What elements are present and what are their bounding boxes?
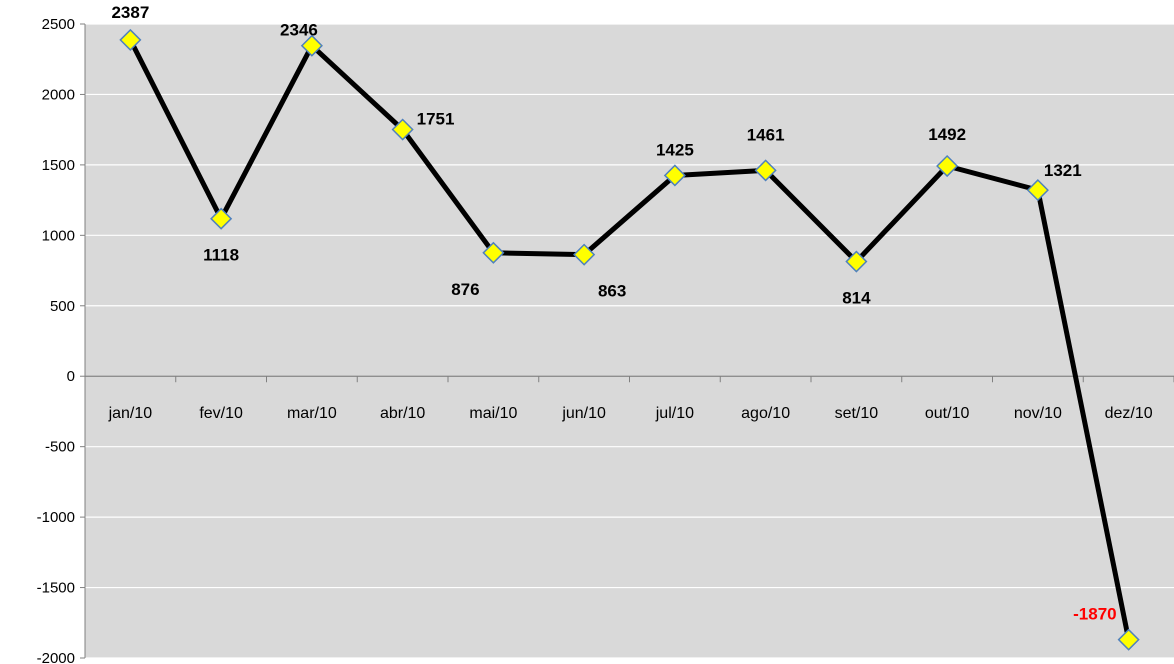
y-tick-label: -1000 [37,509,75,526]
x-tick-label: jan/10 [108,405,153,422]
data-label: 1425 [656,140,694,159]
y-tick-label: 0 [67,368,75,385]
y-tick-label: 2000 [42,86,75,103]
data-point-marker [482,241,505,264]
x-tick-label: jun/10 [561,405,606,422]
data-labels-group: 2387 1118 2346 1751 876 863 1425 1461 814 1492 132… [111,3,1116,624]
y-axis: 2500 2000 1500 1000 500 0 -500 -1000 -1500 -2000 [37,16,86,664]
y-tick-label: -2000 [37,650,75,664]
y-tick-label: 500 [50,298,75,315]
y-tick-label: -1500 [37,580,75,597]
x-tick-label: nov/10 [1014,405,1062,422]
y-tick-label: 1000 [42,227,75,244]
data-label: 2346 [280,21,318,40]
x-tick-label: mar/10 [287,405,337,422]
x-tick-label: mai/10 [469,405,517,422]
x-tick-label: jul/10 [655,405,694,422]
data-point-marker [119,28,142,51]
series-line [127,37,1132,643]
data-point-marker [300,34,323,57]
data-label: 1492 [928,125,966,144]
data-point-marker [391,118,414,141]
y-tick-label: -500 [45,439,75,456]
data-label: 2387 [111,3,149,22]
data-point-marker [573,243,596,266]
data-label: 1461 [747,125,785,144]
data-label: 1321 [1044,161,1082,180]
data-label: 814 [842,289,871,308]
data-label: 876 [451,280,479,299]
x-tick-label: dez/10 [1105,405,1153,422]
y-tick-label: 1500 [42,157,75,174]
data-point-marker [210,207,233,230]
x-axis: jan/10 fev/10 mar/10 abr/10 mai/10 jun/10 jul/… [84,375,1174,422]
plot-area [85,24,1174,658]
x-tick-label: ago/10 [741,405,790,422]
data-point-marker [936,154,959,178]
data-point-marker [663,164,686,187]
data-point-marker [1026,179,1049,202]
x-tick-label: out/10 [925,405,970,422]
data-label: 1751 [417,110,455,129]
data-point-marker [845,250,868,273]
x-tick-label: fev/10 [199,405,243,422]
series-line-group [127,37,1132,643]
x-tick-label: set/10 [835,405,879,422]
markers-group [119,28,1140,651]
data-label: -1870 [1073,605,1116,624]
data-label: 1118 [203,246,239,265]
data-point-marker [1117,628,1140,651]
x-tick-label: abr/10 [380,405,425,422]
y-tick-label: 2500 [42,16,75,33]
data-label: 863 [598,282,626,301]
data-point-marker [754,159,777,182]
